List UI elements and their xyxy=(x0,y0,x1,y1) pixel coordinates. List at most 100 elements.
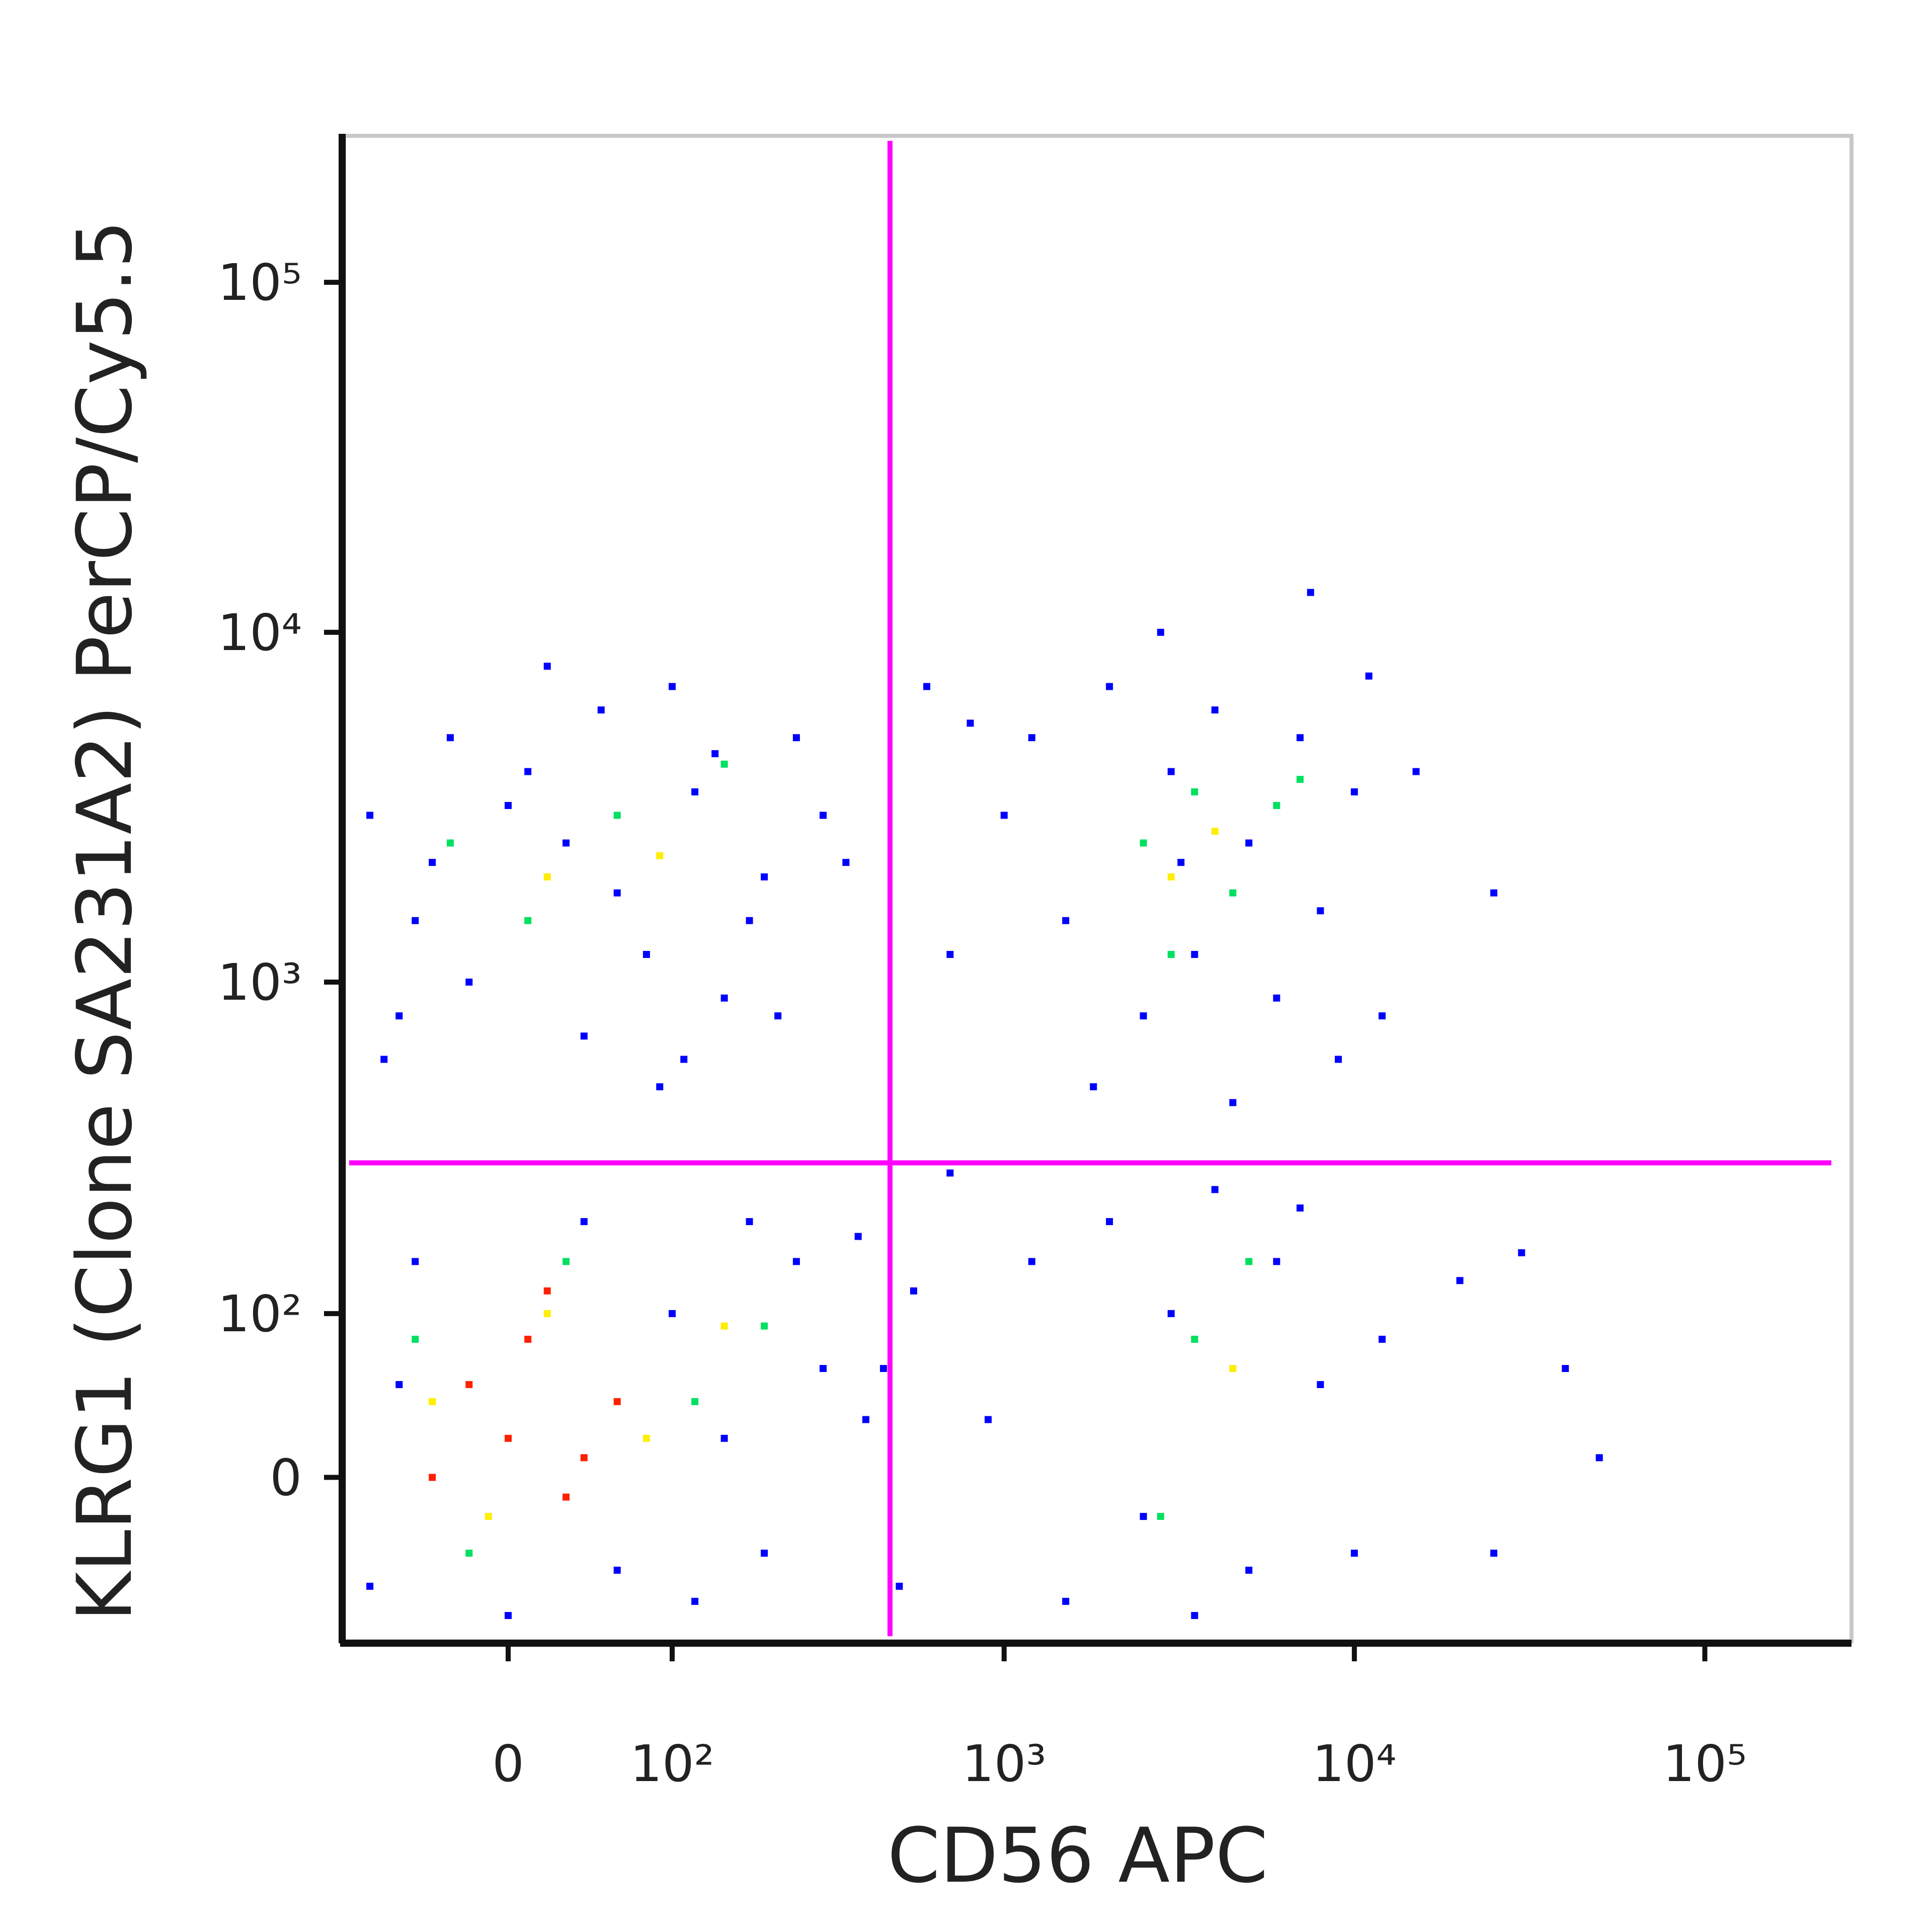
data-point xyxy=(1562,1365,1569,1373)
data-point xyxy=(613,1398,621,1405)
data-point xyxy=(1379,1012,1386,1020)
data-point xyxy=(720,1322,728,1330)
data-point xyxy=(1028,734,1035,742)
data-point xyxy=(1191,788,1198,795)
data-point xyxy=(1191,1612,1198,1619)
data-point xyxy=(1211,1186,1219,1193)
data-point xyxy=(854,1233,862,1240)
data-point xyxy=(1167,951,1175,958)
x-tick-label: 10⁵ xyxy=(1663,1734,1747,1793)
data-point xyxy=(1350,788,1358,795)
data-point xyxy=(543,1310,551,1317)
data-point xyxy=(1229,889,1237,897)
data-point xyxy=(562,1493,570,1501)
data-point xyxy=(967,719,974,727)
data-point xyxy=(1157,628,1164,636)
plot-frame xyxy=(342,134,1854,1643)
data-point xyxy=(669,683,676,690)
x-tick-label: 10⁴ xyxy=(1312,1734,1396,1793)
data-point xyxy=(819,812,827,819)
y-tick-label: 10³ xyxy=(218,953,302,1012)
data-point xyxy=(1595,1454,1603,1462)
data-point xyxy=(465,1381,473,1388)
data-point xyxy=(1167,1310,1175,1317)
data-point xyxy=(1379,1335,1386,1343)
data-point xyxy=(524,917,532,924)
y-tick-label: 10⁵ xyxy=(218,253,302,312)
data-point xyxy=(1297,1204,1304,1212)
data-point xyxy=(1273,994,1280,1002)
data-point xyxy=(524,768,532,775)
data-point xyxy=(395,1381,403,1388)
data-point xyxy=(1307,589,1314,596)
data-point xyxy=(1191,1335,1198,1343)
y-tick-label: 10² xyxy=(218,1284,302,1343)
y-tick-label: 10⁴ xyxy=(218,603,302,662)
data-point xyxy=(691,788,699,795)
data-point xyxy=(1157,1513,1164,1520)
data-point xyxy=(1211,706,1219,714)
x-tick-label: 0 xyxy=(492,1734,524,1793)
data-point xyxy=(1211,828,1219,835)
data-point xyxy=(680,1056,688,1063)
data-point xyxy=(792,734,800,742)
data-point xyxy=(879,1365,887,1373)
data-point xyxy=(1245,839,1253,847)
data-point xyxy=(1140,839,1147,847)
y-tick-label: 0 xyxy=(270,1448,302,1507)
data-point xyxy=(1350,1550,1358,1557)
data-point xyxy=(465,978,473,986)
data-point xyxy=(1365,672,1373,680)
data-point xyxy=(1245,1566,1253,1574)
data-point xyxy=(613,812,621,819)
data-point xyxy=(412,1335,419,1343)
data-point xyxy=(1297,734,1304,742)
data-point xyxy=(819,1365,827,1373)
data-point xyxy=(1062,917,1070,924)
data-point xyxy=(580,1218,588,1226)
data-point xyxy=(1273,801,1280,809)
data-point xyxy=(395,1012,403,1020)
data-point xyxy=(1245,1258,1253,1265)
data-point xyxy=(1273,1258,1280,1265)
data-point xyxy=(691,1597,699,1605)
data-point xyxy=(1140,1012,1147,1020)
data-point xyxy=(446,839,454,847)
data-point xyxy=(465,1550,473,1557)
data-point xyxy=(1062,1597,1070,1605)
data-point xyxy=(774,1012,782,1020)
data-point xyxy=(1456,1277,1464,1284)
data-point xyxy=(1000,812,1008,819)
data-point xyxy=(543,1287,551,1295)
data-point xyxy=(1191,951,1198,958)
data-point xyxy=(1317,1381,1324,1388)
data-point xyxy=(366,1582,374,1590)
data-point xyxy=(842,859,850,866)
data-point xyxy=(761,1322,768,1330)
data-point xyxy=(1297,776,1304,783)
data-point xyxy=(597,706,605,714)
data-point xyxy=(505,801,512,809)
data-point xyxy=(1028,1258,1035,1265)
data-point xyxy=(1177,859,1185,866)
data-point xyxy=(946,1169,954,1177)
data-point xyxy=(711,750,719,758)
data-point xyxy=(761,873,768,880)
data-point xyxy=(562,1258,570,1265)
x-tick-label: 10³ xyxy=(962,1734,1046,1793)
data-point xyxy=(1106,683,1113,690)
data-point xyxy=(412,917,419,924)
data-point xyxy=(1490,1550,1498,1557)
x-axis-label: CD56 APC xyxy=(888,1812,1268,1900)
data-point xyxy=(429,1398,436,1405)
data-point xyxy=(1090,1083,1097,1091)
data-point xyxy=(1229,1365,1237,1373)
data-point xyxy=(1167,873,1175,880)
x-tick-label: 10² xyxy=(630,1734,714,1793)
data-point xyxy=(746,1218,753,1226)
data-point xyxy=(656,852,664,859)
data-point xyxy=(691,1398,699,1405)
data-point xyxy=(429,859,436,866)
data-point xyxy=(720,760,728,768)
